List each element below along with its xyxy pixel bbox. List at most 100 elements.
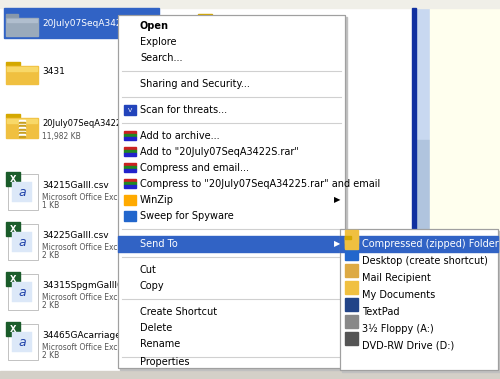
Bar <box>342 231 500 372</box>
Bar <box>124 105 136 115</box>
Text: Compress to "20July07SeqA34225.rar" and email: Compress to "20July07SeqA34225.rar" and … <box>140 179 380 189</box>
Bar <box>118 236 345 252</box>
Text: Add to archive...: Add to archive... <box>140 131 220 141</box>
Text: 2 KB: 2 KB <box>42 302 60 310</box>
Bar <box>19 134 25 136</box>
Text: Send To: Send To <box>140 239 178 249</box>
Text: Microsoft Office Exc: Microsoft Office Exc <box>42 343 117 351</box>
Text: TextPad: TextPad <box>362 307 400 317</box>
Text: Properties: Properties <box>140 357 190 367</box>
Text: 1 KB: 1 KB <box>42 202 60 210</box>
Bar <box>345 230 358 243</box>
Bar <box>415 140 430 371</box>
Bar <box>8 274 38 310</box>
Bar <box>6 62 20 66</box>
Bar <box>6 118 38 138</box>
Bar <box>19 130 25 132</box>
Text: 20July07SeqA3422S: 20July07SeqA3422S <box>42 119 126 128</box>
Text: a: a <box>18 287 26 299</box>
Bar <box>124 182 136 185</box>
Bar <box>199 19 229 23</box>
Text: Mail Recipient: Mail Recipient <box>362 273 431 283</box>
Text: Open: Open <box>140 21 169 31</box>
Bar <box>124 134 136 137</box>
Text: 2 KB: 2 KB <box>42 252 60 260</box>
Bar <box>124 195 136 205</box>
Text: Scan for threats...: Scan for threats... <box>140 105 227 115</box>
Bar <box>6 66 38 84</box>
Bar <box>8 324 38 360</box>
Text: Compress and email...: Compress and email... <box>140 163 249 173</box>
Text: My Documents: My Documents <box>362 290 435 300</box>
Bar <box>124 147 136 150</box>
Text: ▶: ▶ <box>334 240 340 249</box>
Text: X: X <box>10 274 16 283</box>
Bar <box>340 229 498 370</box>
Bar <box>6 172 20 186</box>
Text: 20July07SeqA3422S: 20July07SeqA3422S <box>42 19 133 28</box>
Bar <box>0 0 500 8</box>
Bar <box>124 137 136 140</box>
Bar <box>345 315 358 328</box>
Bar <box>124 163 136 166</box>
Text: Sweep for Spyware: Sweep for Spyware <box>140 211 234 221</box>
Text: 34225GaIII.csv: 34225GaIII.csv <box>42 232 108 241</box>
Text: Rename: Rename <box>140 339 180 349</box>
Text: ▶: ▶ <box>334 196 340 205</box>
Bar <box>345 247 358 260</box>
Text: 34215GaIII.csv: 34215GaIII.csv <box>42 182 109 191</box>
Text: 3431: 3431 <box>42 67 65 77</box>
Text: Add to "20July07SeqA3422S.rar": Add to "20July07SeqA3422S.rar" <box>140 147 299 157</box>
Bar <box>6 272 20 286</box>
Bar <box>12 332 32 352</box>
Bar <box>124 169 136 172</box>
Bar <box>124 166 136 169</box>
Text: X: X <box>10 324 16 334</box>
Bar <box>345 281 358 294</box>
Bar <box>7 119 37 123</box>
Bar <box>8 224 38 260</box>
Bar <box>8 324 38 360</box>
Bar <box>118 15 345 368</box>
Text: 34315SpgmGaIII08A…: 34315SpgmGaIII08A… <box>42 282 144 290</box>
Bar <box>124 150 136 153</box>
Bar <box>6 18 38 36</box>
Bar <box>8 274 38 310</box>
Bar <box>12 282 32 302</box>
Bar <box>124 185 136 188</box>
Text: 2 KB: 2 KB <box>42 351 60 360</box>
Bar <box>345 236 358 249</box>
Text: Search...: Search... <box>140 53 182 63</box>
Bar <box>7 19 37 22</box>
Bar <box>19 124 25 125</box>
Bar <box>4 8 159 38</box>
Bar <box>198 18 230 36</box>
Text: Desktop (create shortcut): Desktop (create shortcut) <box>362 256 488 266</box>
Text: 34215GaIII: 34215GaIII <box>234 19 283 28</box>
Bar <box>124 153 136 156</box>
Text: X: X <box>10 224 16 233</box>
Bar <box>6 222 20 236</box>
Bar <box>345 332 358 345</box>
Bar <box>8 224 38 260</box>
Text: Copy: Copy <box>140 281 164 291</box>
Text: a: a <box>18 236 26 249</box>
Text: Create Shortcut: Create Shortcut <box>140 307 217 317</box>
Bar <box>6 114 20 118</box>
Text: a: a <box>18 186 26 199</box>
Bar <box>198 14 212 18</box>
Bar <box>340 236 498 252</box>
Bar <box>19 122 25 123</box>
Text: DVD-RW Drive (D:): DVD-RW Drive (D:) <box>362 341 454 351</box>
Text: WinZip: WinZip <box>140 195 174 205</box>
Bar <box>415 8 430 140</box>
Bar <box>6 14 18 18</box>
Text: X: X <box>10 174 16 183</box>
Bar <box>6 322 20 336</box>
Bar <box>118 15 345 368</box>
Bar <box>8 174 38 210</box>
Bar <box>19 125 25 127</box>
Bar <box>124 131 136 134</box>
Bar <box>412 8 416 371</box>
Bar <box>345 298 358 311</box>
